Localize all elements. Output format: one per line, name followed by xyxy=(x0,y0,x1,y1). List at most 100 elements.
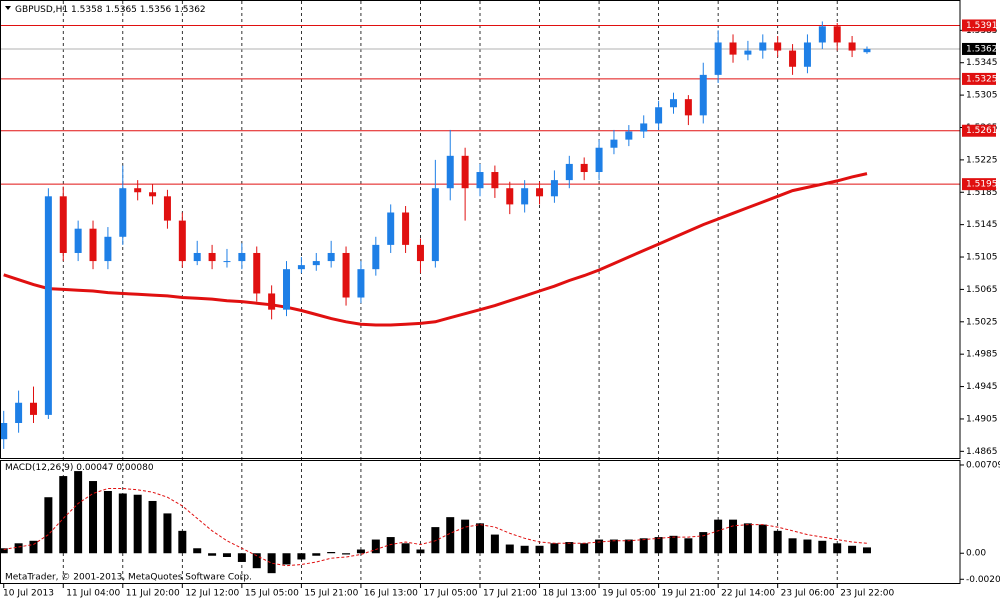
macd-bar xyxy=(550,543,559,554)
indicator-name: MACD(12,26,9) xyxy=(5,463,73,473)
grid-layer xyxy=(1,1,960,583)
candle-body xyxy=(89,228,97,262)
x-tick-label: 15 Jul 05:00 xyxy=(245,589,299,599)
x-tick-label: 11 Jul 04:00 xyxy=(66,589,120,599)
macd-bar xyxy=(103,491,112,554)
macd-bar xyxy=(565,542,574,554)
macd-bar xyxy=(788,538,797,554)
candle-body xyxy=(669,99,677,108)
candle-body xyxy=(729,42,737,55)
macd-bar xyxy=(773,530,782,554)
ohlc-open: 1.5358 xyxy=(71,5,103,15)
macd-bar xyxy=(222,553,231,557)
candle-body xyxy=(506,188,514,205)
candle-body xyxy=(446,155,454,189)
candle-body xyxy=(625,131,633,140)
x-tick-label: 19 Jul 21:00 xyxy=(662,589,716,599)
candle-body xyxy=(833,26,841,43)
macd-bar xyxy=(282,553,291,565)
macd-value: 0.00047 xyxy=(76,463,113,473)
x-tick-label: 17 Jul 21:00 xyxy=(483,589,537,599)
candle-body xyxy=(655,107,663,124)
macd-bar xyxy=(356,549,365,554)
menu-triangle[interactable] xyxy=(5,6,11,10)
y-tick-label: 0.00709 xyxy=(966,460,1000,470)
ohlc-low: 1.5356 xyxy=(140,5,172,15)
x-tick-label: 11 Jul 20:00 xyxy=(126,589,180,599)
candle-body xyxy=(163,196,171,221)
price-level-box xyxy=(962,124,996,137)
current-price-box xyxy=(962,42,996,55)
macd-bar xyxy=(758,524,767,554)
label-layer: 10 Jul 2013 11 Jul 04:00 11 Jul 20:00 12 Ju… xyxy=(3,19,1000,599)
candle-body xyxy=(550,180,558,197)
candle-body xyxy=(312,261,320,266)
signal-value: 0.00080 xyxy=(116,463,153,473)
y-tick-label: -0.00209 xyxy=(966,575,1000,585)
candle-body xyxy=(521,188,529,205)
macd-bar xyxy=(848,545,857,554)
macd-bar xyxy=(669,535,678,554)
macd-bar xyxy=(327,552,336,554)
candle-body xyxy=(759,42,767,51)
macd-bar xyxy=(401,543,410,554)
macd-bar xyxy=(178,530,187,554)
candle-body xyxy=(744,50,752,55)
y-tick-label: 1.5305 xyxy=(966,91,998,101)
price-level-box xyxy=(962,19,996,32)
macd-bar xyxy=(14,543,23,554)
y-tick-label: 1.5225 xyxy=(966,155,998,165)
y-tick-label: 1.4945 xyxy=(966,382,998,392)
macd-bar xyxy=(431,527,440,554)
macd-bar xyxy=(862,547,871,554)
macd-bar xyxy=(639,538,648,554)
candle-body xyxy=(357,269,365,298)
candle-body xyxy=(342,252,350,298)
y-tick-label: 1.5025 xyxy=(966,317,998,327)
macd-bar xyxy=(416,549,425,554)
candle-body xyxy=(803,42,811,67)
candle-body xyxy=(283,269,291,310)
symbol: GBPUSD,H1 xyxy=(15,5,68,15)
macd-bar xyxy=(609,539,618,554)
x-tick-label: 18 Jul 13:00 xyxy=(543,589,597,599)
x-tick-label: 22 Jul 14:00 xyxy=(721,589,775,599)
macd-bar xyxy=(580,543,589,554)
macd-bar xyxy=(520,545,529,554)
candle-body xyxy=(536,188,544,197)
candle-body xyxy=(848,42,856,51)
candle-body xyxy=(387,212,395,245)
candle-body xyxy=(44,196,52,415)
candle-body xyxy=(59,196,67,253)
candle-body xyxy=(461,155,469,189)
price-level-label: 1.5261 xyxy=(966,126,998,136)
macd-bar xyxy=(505,544,514,554)
candle-body xyxy=(193,252,201,262)
macd-bar xyxy=(684,538,693,554)
y-tick-label: 1.5065 xyxy=(966,285,998,295)
macd-bar xyxy=(714,519,723,554)
plot-layer xyxy=(0,21,871,574)
macd-bar xyxy=(699,532,708,554)
x-tick-label: 19 Jul 05:00 xyxy=(602,589,656,599)
macd-bar xyxy=(163,513,172,554)
price-level-label: 1.5391 xyxy=(966,21,998,31)
macd-bar xyxy=(386,537,395,554)
chart-header: GBPUSD,H1 1.5358 1.5365 1.5356 1.5362 xyxy=(15,5,206,15)
copyright: MetaTrader, © 2001-2013, MetaQuotes Soft… xyxy=(5,573,252,583)
candle-body xyxy=(104,236,112,262)
macd-bar xyxy=(818,540,827,554)
macd-bar xyxy=(803,539,812,554)
candle-body xyxy=(238,252,246,262)
price-level-label: 1.5325 xyxy=(966,74,998,84)
candle-body xyxy=(610,139,618,148)
macd-bar xyxy=(89,481,98,554)
candle-body xyxy=(208,252,216,262)
price-level-label: 1.5195 xyxy=(966,180,998,190)
y-tick-label: 1.5345 xyxy=(966,58,998,68)
macd-bar xyxy=(833,543,842,554)
macd-bar xyxy=(118,493,127,554)
macd-bar xyxy=(743,523,752,554)
